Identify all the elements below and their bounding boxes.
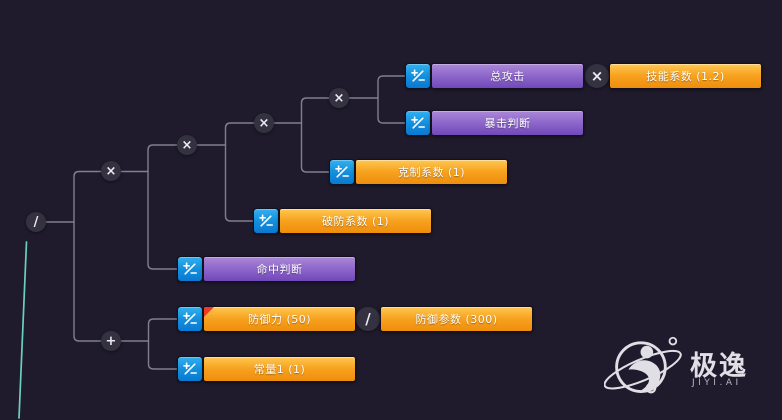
operator-multiply-1[interactable]: × bbox=[101, 161, 121, 181]
watermark-subtitle: JIYI.AI bbox=[692, 378, 742, 388]
operator-divide-inline[interactable]: / bbox=[356, 307, 380, 331]
operator-glyph: + bbox=[105, 333, 117, 349]
operator-multiply-2[interactable]: × bbox=[177, 135, 197, 155]
node-defense-parameter[interactable]: 防御参数 (300) bbox=[380, 306, 533, 332]
tree-edges bbox=[45, 75, 406, 370]
operator-glyph: × bbox=[333, 90, 345, 106]
plus-slash-minus-icon bbox=[411, 116, 425, 129]
plus-slash-minus-icon bbox=[183, 362, 197, 375]
operator-glyph: / bbox=[365, 309, 371, 328]
plus-slash-minus-icon bbox=[183, 262, 197, 275]
operator-divide-root[interactable]: / bbox=[26, 212, 46, 232]
operator-glyph: / bbox=[33, 214, 39, 230]
node-break-coefficient[interactable]: 破防系数 (1) bbox=[279, 208, 432, 234]
operator-add[interactable]: + bbox=[101, 331, 121, 351]
node-total-attack[interactable]: 总攻击 bbox=[431, 63, 584, 89]
node-counter-coefficient[interactable]: 克制系数 (1) bbox=[355, 159, 508, 185]
calc-icon[interactable] bbox=[405, 110, 431, 136]
plus-slash-minus-icon bbox=[259, 214, 273, 227]
node-skill-coefficient[interactable]: 技能系数 (1.2) bbox=[609, 63, 762, 89]
node-label: 总攻击 bbox=[490, 70, 525, 83]
operator-multiply-4[interactable]: × bbox=[329, 88, 349, 108]
warning-corner-flag bbox=[204, 307, 214, 317]
operator-glyph: × bbox=[258, 115, 270, 131]
calc-icon[interactable] bbox=[177, 356, 203, 382]
node-label: 克制系数 (1) bbox=[397, 166, 466, 179]
operator-glyph: × bbox=[181, 137, 193, 153]
operator-multiply-3[interactable]: × bbox=[254, 113, 274, 133]
jiyi-watermark: 极逸 JIYI.AI bbox=[604, 326, 776, 412]
node-defense[interactable]: 防御力 (50) bbox=[203, 306, 356, 332]
node-label: 防御参数 (300) bbox=[415, 313, 498, 326]
jiyi-logo-icon bbox=[604, 336, 682, 394]
calc-icon[interactable] bbox=[253, 208, 279, 234]
node-hit-judgment[interactable]: 命中判断 bbox=[203, 256, 356, 282]
node-label: 命中判断 bbox=[256, 263, 303, 276]
calc-icon[interactable] bbox=[405, 63, 431, 89]
calc-icon[interactable] bbox=[177, 306, 203, 332]
node-label: 技能系数 (1.2) bbox=[646, 70, 725, 83]
node-label: 破防系数 (1) bbox=[321, 215, 390, 228]
plus-slash-minus-icon bbox=[335, 165, 349, 178]
operator-multiply-inline[interactable]: × bbox=[585, 64, 609, 88]
node-label: 防御力 (50) bbox=[247, 313, 312, 326]
plus-slash-minus-icon bbox=[411, 69, 425, 82]
node-label: 暴击判断 bbox=[484, 117, 531, 130]
watermark-title: 极逸 bbox=[690, 351, 748, 382]
node-label: 常量1 (1) bbox=[253, 363, 306, 376]
node-constant1[interactable]: 常量1 (1) bbox=[203, 356, 356, 382]
calc-icon[interactable] bbox=[177, 256, 203, 282]
node-crit-judgment[interactable]: 暴击判断 bbox=[431, 110, 584, 136]
operator-glyph: × bbox=[105, 163, 117, 179]
plus-slash-minus-icon bbox=[183, 312, 197, 325]
calc-icon[interactable] bbox=[329, 159, 355, 185]
accent-line bbox=[18, 241, 28, 419]
operator-glyph: × bbox=[590, 66, 604, 85]
